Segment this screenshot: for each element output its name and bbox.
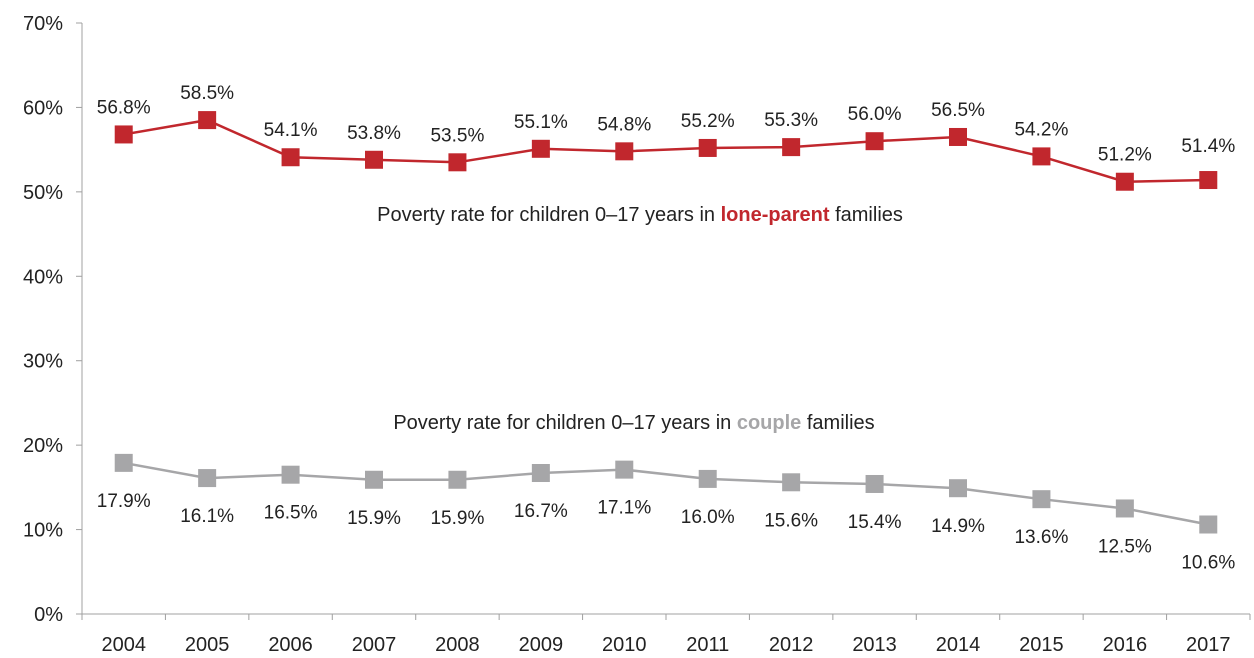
y-tick-label: 60%	[23, 97, 63, 119]
data-point-couple	[698, 469, 717, 488]
axes	[81, 23, 1250, 615]
y-tick-label: 50%	[23, 182, 63, 204]
couple-annotation-suffix: families	[801, 412, 874, 434]
couple-annotation-prefix: Poverty rate for children 0–17 years in	[393, 412, 737, 434]
data-label-lone-parent: 56.8%	[97, 97, 151, 118]
y-tick-label: 40%	[23, 266, 63, 288]
series-couple: 17.9% 16.1% 16.5% 15.9% 15.9% 16.7% 17.1% 16.0%…	[97, 453, 1235, 574]
data-point-couple	[615, 460, 634, 479]
data-label-lone-parent: 54.1%	[264, 120, 318, 141]
data-point-couple	[1199, 515, 1218, 534]
y-axis-ticks: 0% 10% 20% 30% 40% 50% 60% 70%	[23, 13, 82, 626]
x-tick-label: 2006	[268, 634, 313, 656]
data-point-lone-parent	[531, 139, 550, 158]
data-label-couple: 16.7%	[514, 501, 568, 522]
lone-parent-annotation-highlight: lone-parent	[721, 204, 830, 226]
y-tick-label: 30%	[23, 351, 63, 373]
lone-parent-annotation: Poverty rate for children 0–17 years in …	[377, 204, 903, 226]
data-label-couple: 13.6%	[1014, 527, 1068, 548]
series-layer: 56.8% 58.5% 54.1% 53.8% 53.5% 55.1% 54.8% 55.2%…	[97, 83, 1236, 573]
y-tick-label: 70%	[23, 13, 63, 35]
x-tick-label: 2005	[185, 634, 230, 656]
data-label-couple: 16.1%	[180, 506, 234, 527]
data-label-couple: 16.5%	[264, 503, 318, 524]
data-label-couple: 15.9%	[430, 508, 484, 529]
data-label-lone-parent: 53.5%	[430, 125, 484, 146]
data-point-couple	[281, 465, 300, 484]
x-tick-label: 2010	[602, 634, 647, 656]
data-label-lone-parent: 53.8%	[347, 123, 401, 144]
series-line-lone-parent	[123, 118, 1209, 183]
x-tick-label: 2013	[852, 634, 897, 656]
data-point-lone-parent	[281, 148, 300, 167]
data-point-couple	[448, 470, 467, 489]
data-label-lone-parent: 55.3%	[764, 110, 818, 131]
y-tick-label: 10%	[23, 520, 63, 542]
lone-parent-annotation-prefix: Poverty rate for children 0–17 years in	[377, 204, 721, 226]
data-point-lone-parent	[615, 142, 634, 161]
data-point-lone-parent	[114, 125, 133, 144]
data-label-lone-parent: 54.8%	[597, 114, 651, 135]
data-point-couple	[949, 479, 967, 498]
data-point-lone-parent	[198, 111, 217, 130]
x-tick-label: 2007	[352, 634, 397, 656]
lone-parent-annotation-suffix: families	[830, 204, 903, 226]
x-tick-label: 2014	[936, 634, 981, 656]
data-point-lone-parent	[782, 138, 801, 157]
data-label-couple: 12.5%	[1098, 536, 1152, 557]
data-label-couple: 17.1%	[597, 498, 651, 519]
data-label-couple: 15.6%	[764, 510, 818, 531]
data-point-lone-parent	[365, 150, 383, 169]
x-tick-label: 2016	[1103, 634, 1148, 656]
data-label-lone-parent: 56.5%	[931, 100, 985, 121]
data-point-lone-parent	[448, 153, 467, 172]
data-point-couple	[865, 474, 884, 493]
data-point-couple	[782, 473, 801, 492]
series-line-couple	[123, 461, 1209, 526]
data-label-couple: 16.0%	[681, 507, 735, 528]
data-point-couple	[198, 469, 217, 488]
data-point-couple	[114, 453, 133, 472]
data-point-lone-parent	[949, 127, 967, 146]
data-point-lone-parent	[865, 132, 884, 151]
data-point-lone-parent	[1199, 171, 1218, 190]
x-tick-label: 2011	[686, 634, 729, 656]
data-label-lone-parent: 54.2%	[1014, 119, 1068, 140]
data-point-lone-parent	[698, 138, 717, 157]
x-tick-label: 2008	[435, 634, 480, 656]
couple-annotation: Poverty rate for children 0–17 years in …	[393, 412, 874, 434]
data-label-couple: 17.9%	[97, 491, 151, 512]
data-label-lone-parent: 51.2%	[1098, 145, 1152, 166]
x-tick-label: 2017	[1186, 634, 1231, 656]
x-tick-label: 2015	[1019, 634, 1064, 656]
series-lone-parent: 56.8% 58.5% 54.1% 53.8% 53.5% 55.1% 54.8% 55.2%…	[97, 83, 1235, 191]
x-tick-label: 2009	[519, 634, 564, 656]
couple-annotation-highlight: couple	[737, 412, 801, 434]
x-axis-ticks: 2004 2005 2006 2007 2008 2009 2010 2011 2012 2013…	[81, 614, 1251, 656]
data-point-lone-parent	[1032, 147, 1051, 166]
x-tick-label: 2012	[769, 634, 814, 656]
data-label-lone-parent: 55.2%	[681, 111, 735, 132]
y-tick-label: 0%	[34, 604, 63, 626]
x-tick-label: 2004	[101, 634, 146, 656]
data-label-lone-parent: 56.0%	[848, 104, 902, 125]
data-point-couple	[1032, 490, 1051, 509]
data-point-lone-parent	[1115, 172, 1134, 191]
data-label-couple: 15.9%	[347, 508, 401, 529]
data-point-couple	[531, 464, 550, 483]
data-label-couple: 15.4%	[848, 512, 902, 533]
data-label-lone-parent: 55.1%	[514, 112, 568, 133]
data-point-couple	[1115, 499, 1134, 518]
data-label-lone-parent: 58.5%	[180, 83, 234, 104]
data-label-couple: 10.6%	[1181, 553, 1235, 574]
y-tick-label: 20%	[23, 435, 63, 457]
data-point-couple	[365, 470, 383, 489]
data-label-lone-parent: 51.4%	[1181, 136, 1235, 157]
data-label-couple: 14.9%	[931, 516, 985, 537]
